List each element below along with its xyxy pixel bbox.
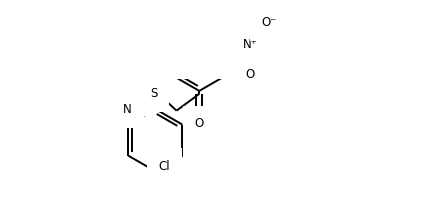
Text: S: S <box>150 87 157 100</box>
Text: O: O <box>194 117 203 130</box>
Text: N: N <box>123 103 132 116</box>
Text: N⁺: N⁺ <box>242 38 257 51</box>
Text: O: O <box>245 68 254 81</box>
Text: Cl: Cl <box>158 160 170 173</box>
Text: O⁻: O⁻ <box>261 16 276 29</box>
Text: O: O <box>132 91 142 104</box>
